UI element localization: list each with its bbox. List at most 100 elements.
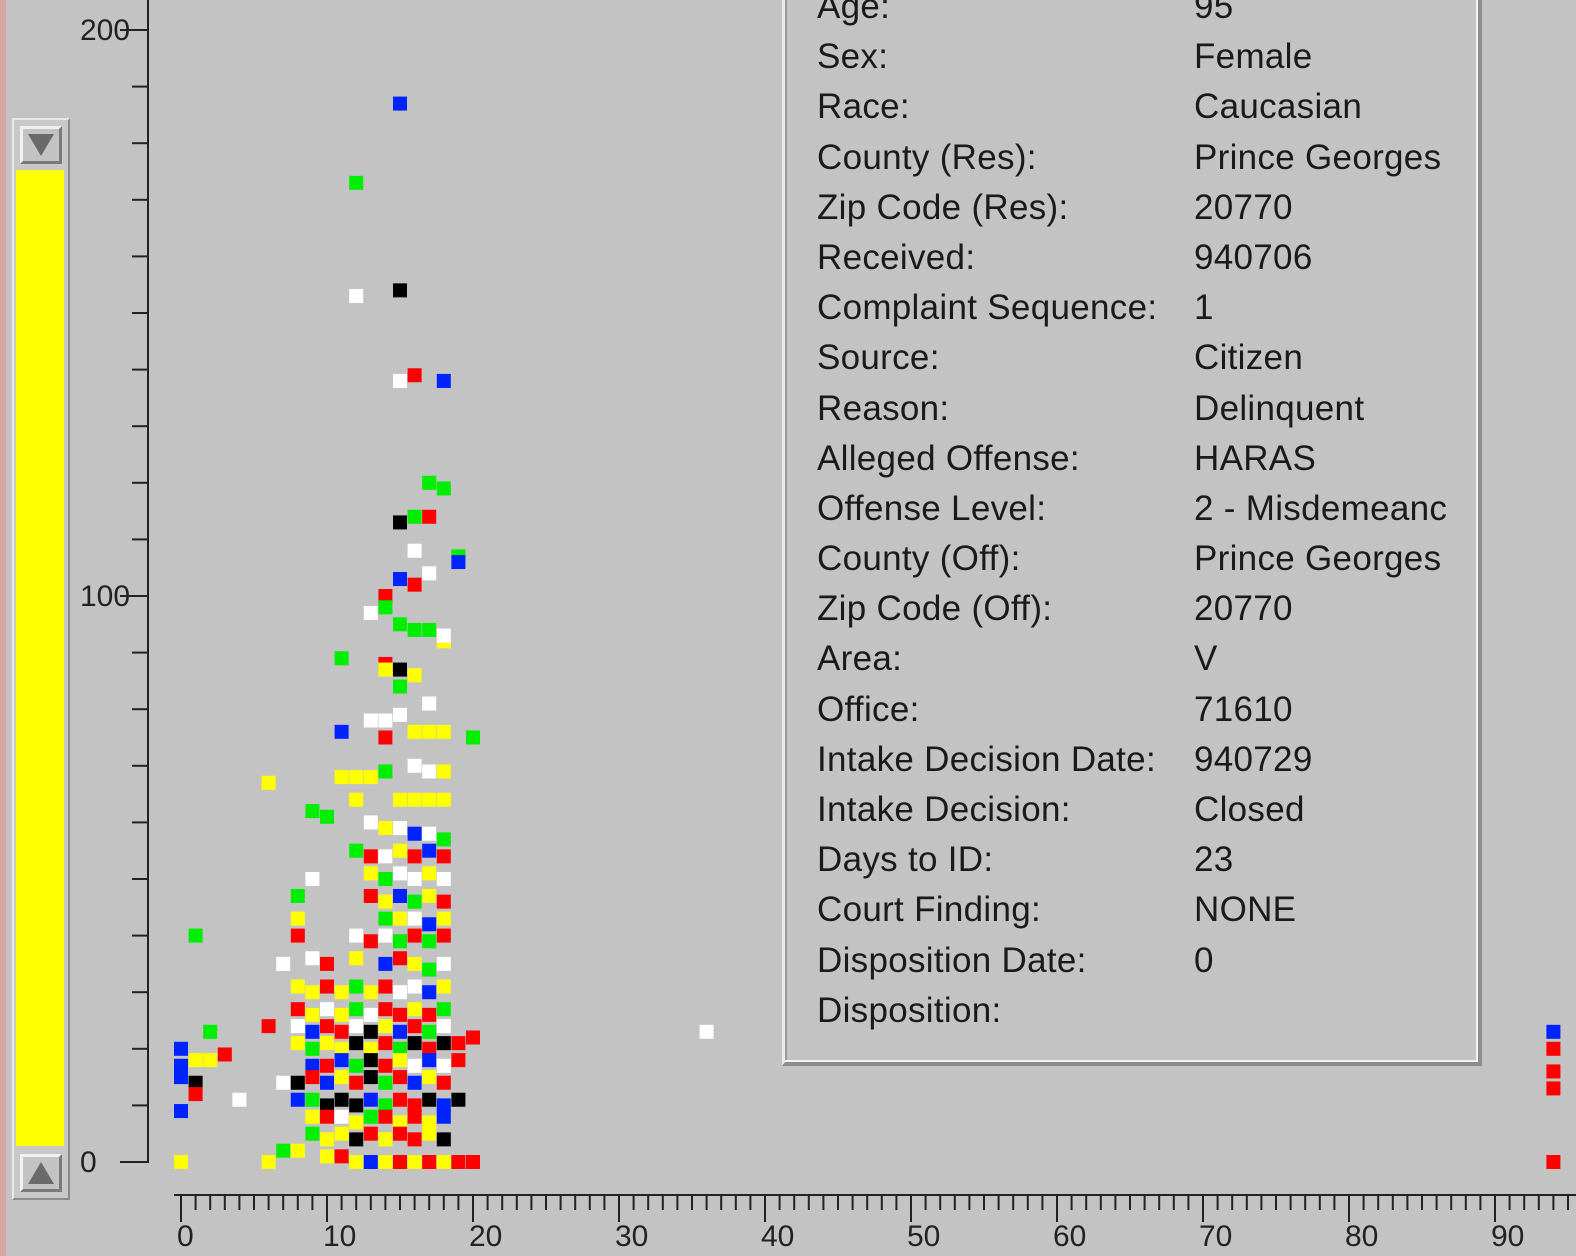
data-point [320, 1149, 334, 1164]
detail-row: Days to ID: 23 [817, 840, 1458, 890]
data-point [436, 628, 451, 643]
detail-value: V [1194, 639, 1218, 679]
data-point [436, 872, 451, 886]
data-point [422, 985, 437, 1000]
detail-row: Court Finding: NONE [817, 890, 1458, 940]
data-point [422, 1070, 437, 1085]
range-slider[interactable] [12, 118, 70, 1200]
data-point [378, 1132, 393, 1147]
data-point [349, 928, 364, 943]
data-point [378, 1155, 393, 1169]
data-point [188, 1053, 203, 1068]
data-point [407, 724, 422, 739]
data-point [422, 826, 437, 841]
detail-label: Alleged Offense: [817, 438, 1080, 478]
data-point [188, 928, 203, 943]
data-point [393, 1041, 407, 1056]
data-point [393, 821, 407, 836]
data-point [320, 1058, 334, 1073]
data-point [422, 1007, 437, 1022]
data-point [436, 764, 451, 779]
detail-value: 0 [1194, 940, 1214, 980]
data-point [378, 600, 393, 615]
data-point [393, 515, 407, 530]
data-point [349, 1019, 364, 1034]
data-point [349, 1115, 364, 1130]
data-point [276, 1075, 291, 1090]
data-point [320, 1098, 334, 1113]
data-point [334, 985, 349, 1000]
data-point [334, 1007, 349, 1022]
data-point [320, 979, 334, 994]
data-point [422, 866, 437, 881]
data-point [349, 792, 364, 807]
data-point [451, 1036, 466, 1051]
detail-label: Area: [817, 639, 903, 679]
data-point [174, 1155, 188, 1169]
detail-value: Citizen [1194, 338, 1304, 378]
data-point [436, 894, 451, 909]
data-point [378, 911, 393, 926]
data-point [436, 1075, 451, 1090]
data-point [436, 832, 451, 847]
detail-label: Court Finding: [817, 890, 1042, 930]
data-point [363, 985, 378, 1000]
data-point [290, 1002, 305, 1017]
data-point [422, 566, 437, 581]
slider-fill[interactable] [16, 170, 64, 1146]
data-point [436, 928, 451, 943]
data-point [363, 1109, 378, 1124]
data-point [436, 1002, 451, 1017]
data-point [378, 849, 393, 864]
x-tick-label: 0 [177, 1220, 194, 1253]
data-point [393, 662, 407, 677]
data-point [363, 888, 378, 903]
data-point [393, 1053, 407, 1068]
data-point [290, 1036, 305, 1051]
data-point [407, 849, 422, 864]
detail-value: Female [1194, 37, 1313, 77]
data-point [422, 724, 437, 739]
data-point [378, 821, 393, 836]
data-point [422, 475, 437, 490]
data-point [393, 1070, 407, 1085]
data-point [320, 1002, 334, 1017]
data-point [203, 1024, 218, 1039]
data-point [393, 911, 407, 926]
detail-value: 940729 [1194, 739, 1313, 779]
data-point [320, 1019, 334, 1034]
data-point [393, 1024, 407, 1039]
scroll-up-button[interactable] [20, 1154, 62, 1192]
data-point [261, 1155, 276, 1169]
data-point [407, 1098, 422, 1113]
triangle-up-icon [28, 1162, 54, 1184]
data-point [422, 934, 437, 949]
x-tick-label: 40 [761, 1220, 794, 1253]
data-point [378, 730, 393, 745]
data-point [174, 1041, 188, 1056]
data-point [305, 804, 320, 819]
data-point [363, 1024, 378, 1039]
data-point [305, 1092, 320, 1107]
data-point [334, 1149, 349, 1164]
data-point [422, 792, 437, 807]
data-point [407, 368, 422, 383]
x-tick-label: 70 [1199, 1220, 1232, 1253]
data-point [290, 1075, 305, 1090]
data-point [334, 1109, 349, 1124]
data-point [305, 1126, 320, 1141]
data-point [422, 888, 437, 903]
scroll-down-button[interactable] [20, 126, 62, 164]
data-point [378, 1098, 393, 1113]
detail-row: Sex: Female [817, 37, 1458, 87]
detail-label: County (Res): [817, 137, 1037, 177]
data-point [174, 1070, 188, 1085]
detail-row: Area: V [817, 639, 1458, 689]
data-point [1546, 1155, 1561, 1169]
data-point [393, 934, 407, 949]
detail-row: Race: Caucasian [817, 87, 1458, 137]
y-tick-label: 0 [80, 1146, 97, 1179]
data-point [422, 1155, 437, 1169]
data-point [363, 1041, 378, 1056]
